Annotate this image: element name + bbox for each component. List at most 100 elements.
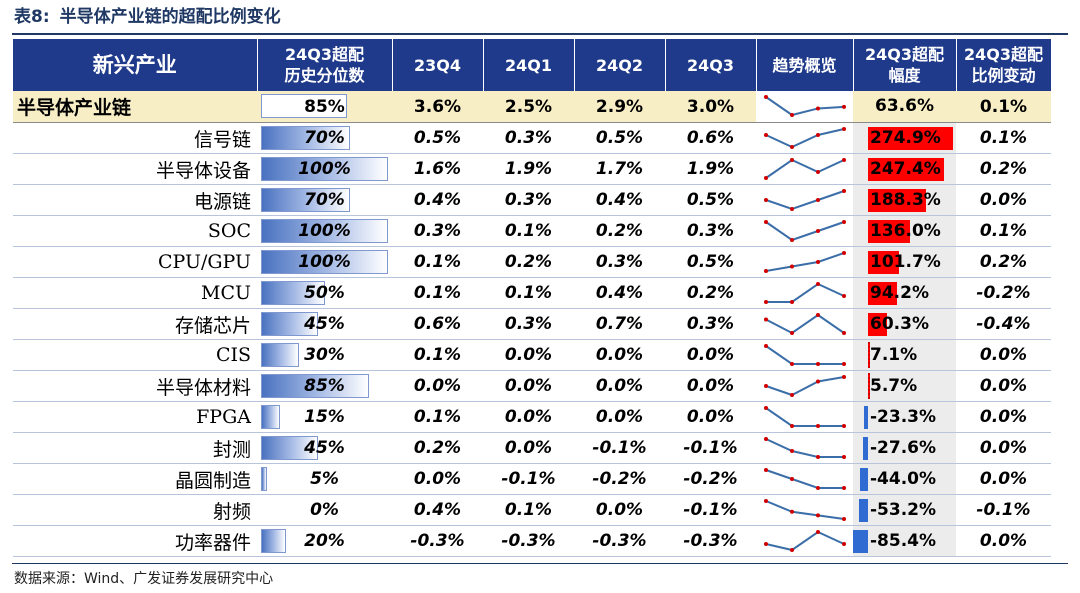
trend-point: [764, 406, 768, 410]
trend-point: [764, 198, 768, 202]
trend-cell: [756, 215, 853, 247]
value-24q1: 0.0%: [483, 370, 574, 402]
trend-point: [764, 300, 768, 304]
amplitude-bar: [868, 127, 953, 150]
value-24q1: 0.1%: [483, 494, 574, 526]
header-percentile-line2: 历史分位数: [284, 66, 365, 85]
value-23q4: 0.1%: [392, 401, 483, 433]
trend-point: [842, 294, 846, 298]
change-value: 0.1%: [956, 215, 1051, 247]
value-24q2: -0.1%: [574, 432, 665, 464]
amplitude-bar: [863, 437, 868, 460]
percentile-value: 70%: [304, 128, 345, 148]
amplitude-value: 7.1%: [870, 345, 918, 365]
trend-point: [816, 379, 820, 384]
value-24q3: -0.2%: [665, 463, 756, 495]
percentile-cell: 70%: [257, 122, 392, 154]
percentile-bar: [261, 219, 388, 243]
trend-sparkline: [764, 468, 846, 490]
percentile-cell: 85%: [257, 370, 392, 402]
amplitude-cell: 101.7%: [853, 246, 956, 278]
amplitude-bar: [859, 499, 868, 522]
trend-sparkline: [764, 95, 846, 117]
amplitude-background: [853, 495, 956, 525]
amplitude-cell: -85.4%: [853, 525, 956, 557]
header-trend: 趋势概览: [756, 39, 854, 91]
table-number: 表8:: [14, 7, 50, 27]
amplitude-cell: 5.7%: [853, 370, 956, 402]
percentile-value: 20%: [304, 531, 345, 551]
value-24q2: 0.4%: [574, 184, 665, 216]
percentile-value: 85%: [304, 96, 345, 117]
trend-point: [842, 189, 846, 193]
bottom-rule: [12, 563, 1068, 564]
value-23q4: -0.3%: [392, 525, 483, 557]
table-row: 晶圆制造 5% 0.0% -0.1% -0.2% -0.2% -44.0% 0.0%: [13, 463, 1051, 495]
percentile-cell: 5%: [257, 463, 392, 495]
trend-sparkline: [764, 375, 846, 397]
value-24q2: 0.5%: [574, 122, 665, 154]
trend-point: [790, 509, 794, 514]
value-24q2: 0.2%: [574, 215, 665, 247]
percentile-bar: [261, 467, 267, 491]
value-23q4: 0.0%: [392, 463, 483, 495]
percentile-cell: 30%: [257, 339, 392, 371]
trend-cell: [756, 339, 853, 371]
trend-point: [842, 542, 846, 546]
value-24q3: 0.0%: [665, 370, 756, 402]
value-23q4: 0.3%: [392, 215, 483, 247]
trend-point: [842, 362, 846, 366]
trend-cell: [756, 401, 853, 433]
trend-cell: [756, 91, 853, 123]
amplitude-value: 247.4%: [870, 159, 941, 179]
value-24q1: 2.5%: [483, 91, 574, 123]
percentile-bar: [261, 529, 286, 553]
trend-point: [816, 170, 820, 174]
trend-point: [764, 542, 768, 546]
trend-sparkline: [764, 282, 846, 304]
table-row: FPGA 15% 0.1% 0.0% 0.0% 0.0% -23.3% 0.0%: [13, 401, 1051, 433]
trend-point: [764, 95, 768, 99]
percentile-cell: 0%: [257, 494, 392, 526]
value-24q3: 0.3%: [665, 308, 756, 340]
value-24q1: 0.3%: [483, 184, 574, 216]
table-title: 表8: 半导体产业链的超配比例变化: [14, 4, 281, 30]
trend-cell: [756, 370, 853, 402]
trend-point: [790, 113, 794, 117]
value-23q4: 0.2%: [392, 432, 483, 464]
trend-cell: [756, 246, 853, 278]
amplitude-value: 274.9%: [870, 128, 941, 148]
trend-point: [816, 362, 820, 366]
amplitude-cell: 7.1%: [853, 339, 956, 371]
source-note: 数据来源：Wind、广发证券发展研究中心: [14, 571, 274, 587]
value-24q2: 2.9%: [574, 91, 665, 123]
trend-point: [816, 313, 820, 317]
value-24q2: 1.7%: [574, 153, 665, 185]
percentile-bar: [261, 188, 350, 212]
trend-point: [842, 455, 846, 459]
trend-line: [765, 96, 845, 117]
value-24q2: -0.3%: [574, 525, 665, 557]
trend-point: [764, 437, 768, 441]
trend-line: [765, 313, 845, 335]
trend-point: [790, 264, 794, 269]
overweight-table: 新兴产业 24Q3超配 历史分位数 23Q4 24Q1 24Q2 24Q3 趋势概…: [13, 39, 1052, 557]
percentile-cell: 100%: [257, 246, 392, 278]
industry-name: 半导体产业链: [13, 91, 257, 123]
trend-point: [816, 486, 820, 490]
amplitude-value: 101.7%: [870, 252, 941, 272]
value-24q1: 0.3%: [483, 122, 574, 154]
value-24q3: 0.0%: [665, 339, 756, 371]
trend-point: [764, 176, 768, 180]
industry-name: 信号链: [13, 122, 257, 154]
table-row: 半导体设备 100% 1.6% 1.9% 1.7% 1.9% 247.4% 0.2%: [13, 153, 1051, 185]
trend-cell: [756, 463, 853, 495]
header-amplitude: 24Q3超配 幅度: [853, 39, 957, 91]
percentile-value: 100%: [298, 221, 351, 241]
amplitude-axis: [868, 342, 870, 368]
header-amplitude-line2: 幅度: [888, 66, 921, 85]
trend-line: [765, 469, 844, 489]
change-value: 0.0%: [956, 370, 1051, 402]
header-change: 24Q3超配 比例变动: [956, 39, 1052, 91]
amplitude-value: 63.6%: [875, 96, 934, 116]
